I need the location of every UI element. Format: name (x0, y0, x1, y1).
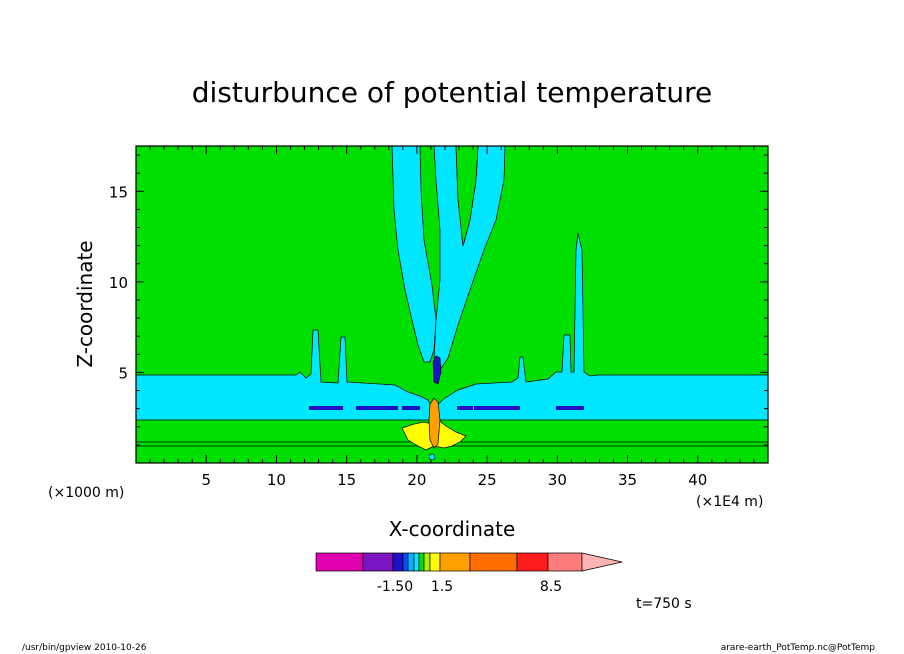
colorbar-cell (402, 552, 409, 572)
colorbar-cell (418, 552, 425, 572)
x-unit-label: (×1000 m) (48, 485, 124, 501)
colorbar-label: 1.5 (431, 579, 453, 595)
time-annotation: t=750 s (636, 596, 692, 612)
colorbar-cell (407, 552, 415, 572)
colorbar-cell (423, 552, 431, 572)
x-tick-label: 35 (618, 471, 637, 489)
x-axis: 5 10 15 20 25 30 35 40 (135, 146, 769, 489)
y-tick-label: 10 (109, 274, 128, 292)
plot-frame (135, 145, 769, 464)
colorbar-cell (413, 552, 420, 572)
x-scale-note: (×1E4 m) (696, 494, 763, 510)
colorbar: -1.50 1.5 8.5 (315, 552, 623, 595)
x-tick-label: 20 (407, 471, 426, 489)
x-axis-title: X-coordinate (389, 517, 516, 541)
contour-region-orange (428, 397, 441, 449)
contour-region-blue-core (432, 355, 442, 385)
y-tick-label: 15 (109, 183, 128, 201)
x-tick-label: 25 (478, 471, 497, 489)
colorbar-cell (392, 552, 404, 572)
contour-region-cyan-plume-left (391, 146, 437, 363)
y-axis-title: Z-coordinate (73, 240, 97, 367)
colorbar-label: -1.50 (377, 579, 413, 595)
y-tick-label: 5 (118, 364, 128, 382)
x-tick-label: 5 (201, 471, 211, 489)
colorbar-cell (429, 552, 441, 572)
colorbar-arrow (581, 552, 623, 572)
x-tick-label: 10 (267, 471, 286, 489)
colorbar-cell (315, 552, 364, 572)
x-tick-label: 40 (688, 471, 707, 489)
contour-region-blue-dashes (309, 406, 584, 410)
colorbar-cell (547, 552, 583, 572)
colorbar-cell (469, 552, 518, 572)
colorbar-cell (516, 552, 549, 572)
contour-region-cyan-band (136, 232, 768, 421)
footer-right: arare-earth_PotTemp.nc@PotTemp (721, 643, 876, 653)
colorbar-label: 8.5 (540, 579, 562, 595)
chart-title: disturbunce of potential temperature (192, 76, 713, 109)
contour-field (136, 146, 768, 463)
contour-region-green-gap (455, 146, 479, 247)
x-tick-label: 30 (548, 471, 567, 489)
x-tick-label: 15 (337, 471, 356, 489)
footer-left: /usr/bin/gpview 2010-10-26 (22, 643, 147, 653)
colorbar-cell (439, 552, 471, 572)
colorbar-cell (362, 552, 394, 572)
y-axis: 5 10 15 (109, 154, 768, 464)
